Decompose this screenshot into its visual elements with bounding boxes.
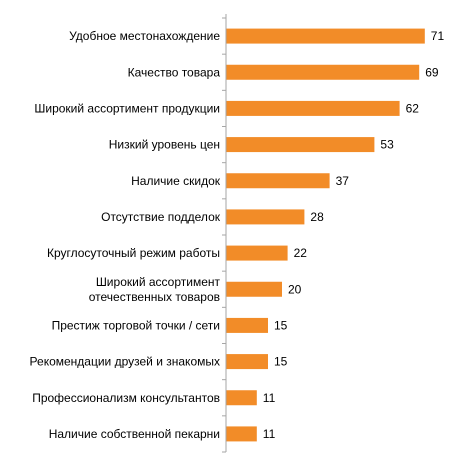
category-label-10: Профессионализм консультантов: [32, 391, 220, 405]
category-labels-group: Удобное местонахождение Качество товара Ши…: [30, 29, 221, 441]
category-label-5: Отсутствие подделок: [101, 210, 221, 224]
bar-10: [226, 390, 257, 406]
value-label-2: 62: [406, 101, 420, 115]
value-label-11: 11: [263, 427, 276, 441]
value-labels-group: 71 69 62 53 37 28 22 20 15 15 11 11: [263, 29, 445, 441]
category-label-1: Качество товара: [128, 65, 221, 79]
bar-2: [226, 100, 400, 116]
bar-9: [226, 354, 268, 370]
category-label-2: Широкий ассортимент продукции: [34, 101, 220, 115]
value-label-10: 11: [263, 391, 276, 405]
bar-3: [226, 137, 375, 153]
bars-group: [226, 28, 425, 442]
value-label-4: 37: [336, 174, 350, 188]
bar-4: [226, 173, 330, 189]
bar-0: [226, 28, 425, 44]
bar-11: [226, 426, 257, 442]
category-label-11: Наличие собственной пекарни: [49, 427, 220, 441]
value-label-0: 71: [431, 29, 445, 43]
bar-7: [226, 281, 282, 297]
bar-5: [226, 209, 305, 225]
bar-6: [226, 245, 288, 261]
value-label-5: 28: [310, 210, 324, 224]
value-label-8: 15: [274, 318, 288, 332]
category-label-4: Наличие скидок: [131, 174, 221, 188]
bar-8: [226, 317, 268, 333]
category-axis-group: [222, 14, 227, 453]
category-label-6: Круглосуточный режим работы: [47, 246, 220, 260]
category-label-7-line-1: отечественных товаров: [89, 290, 220, 304]
category-label-0: Удобное местонахождение: [69, 29, 220, 43]
bar-1: [226, 64, 420, 80]
category-label-7-line-0: Широкий ассортимент: [96, 275, 221, 289]
value-label-6: 22: [294, 246, 308, 260]
category-label-8: Престиж торговой точки / сети: [52, 318, 220, 332]
value-label-3: 53: [380, 138, 394, 152]
value-label-7: 20: [288, 282, 302, 296]
category-label-3: Низкий уровень цен: [109, 138, 220, 152]
value-label-9: 15: [274, 355, 288, 369]
value-label-1: 69: [425, 65, 439, 79]
category-label-9: Рекомендации друзей и знакомых: [30, 355, 220, 369]
